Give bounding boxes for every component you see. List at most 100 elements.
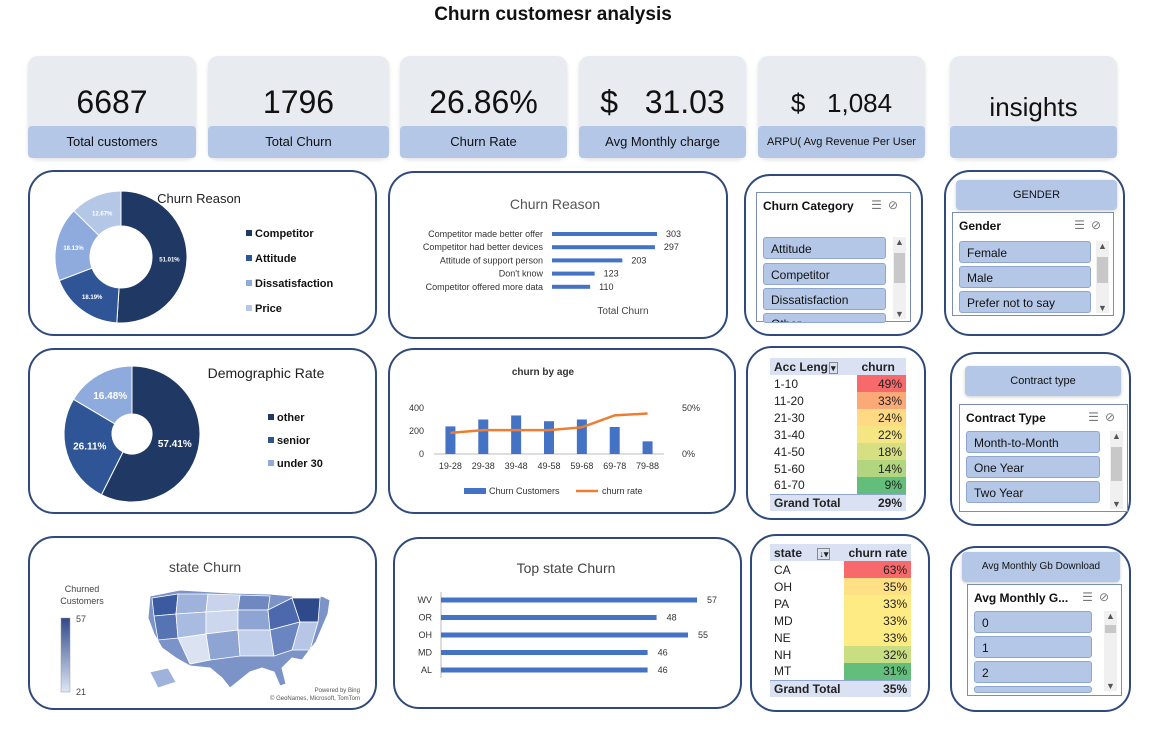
multi-select-icon[interactable]: ☰ <box>1088 410 1105 424</box>
slicer-item-attitude[interactable]: Attitude <box>763 237 886 259</box>
slicer-controls[interactable]: ☰⊘ <box>1088 410 1121 424</box>
scroll-thumb[interactable] <box>894 253 905 283</box>
kpi-arpu: $ 1,084 ARPU( Avg Revenue Per User <box>758 56 925 158</box>
churn-reason-bar-card: Churn Reason Competitor made better offer… <box>388 171 728 339</box>
kpi-label: Churn Rate <box>400 126 567 158</box>
scroll-up-icon[interactable]: ▲ <box>1112 431 1121 441</box>
clear-filter-icon[interactable]: ⊘ <box>887 198 904 212</box>
pivot-cell-value: 33% <box>844 612 912 629</box>
slicer-item-dissatisfaction[interactable]: Dissatisfaction <box>763 288 886 310</box>
churn-by-age-chart: churn by age 0 200 400 0% 50% 19-28 29-38 39-48 4… <box>409 367 700 496</box>
state-region <box>175 593 209 615</box>
x-tick-label: 49-58 <box>537 461 560 471</box>
tick-label: AL <box>421 665 432 675</box>
pivot-grand-total-row: Grand Total 35% <box>770 679 912 697</box>
pivot-cell-value: 14% <box>857 460 906 477</box>
scroll-down-icon[interactable]: ▼ <box>1098 303 1107 313</box>
pivot-row-label: 41-50 <box>774 444 805 459</box>
multi-select-icon[interactable]: ☰ <box>1074 218 1091 232</box>
y2-tick-label: 0% <box>682 449 695 459</box>
clear-filter-icon[interactable]: ⊘ <box>1098 590 1115 604</box>
slicer-item-1[interactable]: 1 <box>974 636 1092 658</box>
slicer-item-0[interactable]: 0 <box>974 611 1092 633</box>
data-label: 297 <box>664 242 679 252</box>
data-label: 55 <box>698 630 708 640</box>
churn-reason-bar-chart: Churn Reason Competitor made better offer… <box>423 196 681 317</box>
legend-label: senior <box>277 435 311 447</box>
slicer-item-2[interactable]: 2 <box>974 661 1092 683</box>
x-tick-label: 39-48 <box>505 461 528 471</box>
scroll-up-icon[interactable]: ▲ <box>895 237 904 247</box>
slicer-controls[interactable]: ☰⊘ <box>1074 218 1107 232</box>
x-tick-label: 29-38 <box>472 461 495 471</box>
pivot-row-label: CA <box>774 562 791 577</box>
donut-slice <box>73 190 122 237</box>
pivot-header-key[interactable]: Acc Leng ▾ <box>770 358 858 375</box>
scroll-down-icon[interactable]: ▼ <box>895 309 904 319</box>
slicer-item-one-year[interactable]: One Year <box>966 456 1100 478</box>
tick-label: Competitor had better devices <box>423 242 544 252</box>
y2-tick-label: 50% <box>682 403 700 413</box>
top-state-churn-bar-chart: Top state Churn WV 57 OR 48 OH 55 MD 46 AL 46 <box>418 560 717 678</box>
slicer-item-female[interactable]: Female <box>959 241 1091 263</box>
legend-swatch <box>268 460 274 466</box>
pivot-row: 31-40 22% <box>770 426 906 443</box>
slicer-scrollbar[interactable]: ▲ ▼ <box>893 237 906 319</box>
tick-label: Attitude of support person <box>440 255 543 265</box>
pivot-cell-value: 33% <box>857 392 906 409</box>
slicer-header: Churn Category <box>763 199 854 213</box>
slicer-item-male[interactable]: Male <box>959 266 1091 288</box>
pivot-row: 21-30 24% <box>770 409 906 426</box>
pivot-header-key[interactable]: state ↓▾ <box>770 544 845 561</box>
tick-label: MD <box>418 648 432 658</box>
contract-type-slicer[interactable]: Contract Type ☰⊘ Month-to-Month One Year… <box>959 404 1128 512</box>
contract-type-title-button[interactable]: Contract type <box>965 366 1121 396</box>
scroll-thumb[interactable] <box>1105 625 1116 633</box>
scroll-down-icon[interactable]: ▼ <box>1106 681 1115 691</box>
pivot-row: 11-20 33% <box>770 392 906 409</box>
slicer-scrollbar[interactable]: ▲ ▼ <box>1110 431 1123 509</box>
slicer-controls[interactable]: ☰⊘ <box>1082 590 1115 604</box>
scroll-up-icon[interactable]: ▲ <box>1106 611 1115 621</box>
pivot-row-label: MD <box>774 613 793 628</box>
multi-select-icon[interactable]: ☰ <box>871 198 888 212</box>
legend-swatch <box>246 280 252 286</box>
clear-filter-icon[interactable]: ⊘ <box>1104 410 1121 424</box>
slicer-item-other[interactable]: Other <box>763 313 886 323</box>
scroll-up-icon[interactable]: ▲ <box>1098 241 1107 251</box>
slicer-scrollbar[interactable]: ▲ ▼ <box>1104 611 1117 691</box>
avg-gb-download-title-button[interactable]: Avg Monthly Gb Download <box>962 552 1120 582</box>
gender-slicer[interactable]: Gender ☰⊘ Female Male Prefer not to say … <box>952 212 1114 316</box>
bar <box>441 615 657 620</box>
data-label: 123 <box>604 269 619 279</box>
clear-filter-icon[interactable]: ⊘ <box>1090 218 1107 232</box>
slicer-controls[interactable]: ☰⊘ <box>871 198 904 212</box>
slicer-item-two-year[interactable]: Two Year <box>966 481 1100 503</box>
donut-slice <box>116 190 188 324</box>
slicer-item-competitor[interactable]: Competitor <box>763 263 886 285</box>
slicer-scrollbar[interactable]: ▲ ▼ <box>1096 241 1109 313</box>
legend-title: Churned <box>65 584 100 594</box>
pivot-row: MT 31% <box>770 663 912 680</box>
data-label: 57 <box>707 595 717 605</box>
sort-filter-icon[interactable]: ↓▾ <box>817 547 831 560</box>
state-region <box>177 633 211 665</box>
slicer-item-month-to-month[interactable]: Month-to-Month <box>966 431 1100 453</box>
legend-label: Price <box>255 303 282 315</box>
avg-gb-download-slicer[interactable]: Avg Monthly G... ☰⊘ 0 1 2 ▲ ▼ <box>967 584 1122 696</box>
multi-select-icon[interactable]: ☰ <box>1082 590 1099 604</box>
gender-title-button[interactable]: GENDER <box>956 180 1117 210</box>
pivot-cell-value: 31% <box>844 663 912 680</box>
kpi-label: Avg Monthly charge <box>579 126 746 158</box>
slicer-item-more[interactable] <box>974 686 1092 693</box>
scroll-thumb[interactable] <box>1097 257 1108 283</box>
scroll-down-icon[interactable]: ▼ <box>1112 499 1121 509</box>
state-region <box>237 609 271 631</box>
filter-dropdown-icon[interactable]: ▾ <box>829 361 838 374</box>
data-label: 16.48% <box>93 391 127 402</box>
kpi-churn-rate: 26.86% Churn Rate <box>400 56 567 158</box>
slicer-item-prefer-not-to-say[interactable]: Prefer not to say <box>959 291 1091 313</box>
churn-category-slicer[interactable]: Churn Category ☰⊘ Attitude Competitor Di… <box>756 192 911 323</box>
pivot-row-label: 61-70 <box>774 478 805 493</box>
scroll-thumb[interactable] <box>1111 447 1122 481</box>
